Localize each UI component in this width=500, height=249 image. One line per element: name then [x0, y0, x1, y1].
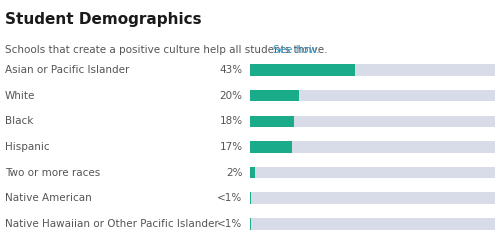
- Text: 2%: 2%: [226, 168, 242, 178]
- Bar: [250, 192, 495, 204]
- Text: 17%: 17%: [220, 142, 242, 152]
- Text: White: White: [5, 91, 36, 101]
- Text: Schools that create a positive culture help all students thrive.: Schools that create a positive culture h…: [5, 45, 328, 55]
- Bar: [250, 218, 495, 230]
- Text: <1%: <1%: [217, 193, 242, 203]
- Bar: [250, 90, 495, 101]
- Bar: [250, 192, 251, 204]
- Bar: [250, 116, 294, 127]
- Text: Student Demographics: Student Demographics: [5, 12, 202, 27]
- Bar: [250, 218, 251, 230]
- Bar: [250, 64, 356, 76]
- Text: See how.: See how.: [273, 45, 320, 55]
- Bar: [250, 90, 299, 101]
- Bar: [250, 116, 495, 127]
- Text: Hispanic: Hispanic: [5, 142, 50, 152]
- Text: Native Hawaiian or Other Pacific Islander: Native Hawaiian or Other Pacific Islande…: [5, 219, 219, 229]
- Text: 20%: 20%: [220, 91, 242, 101]
- Text: Black: Black: [5, 116, 34, 126]
- Text: 43%: 43%: [220, 65, 242, 75]
- Text: Two or more races: Two or more races: [5, 168, 100, 178]
- Bar: [250, 141, 292, 153]
- Text: <1%: <1%: [217, 219, 242, 229]
- Text: 18%: 18%: [220, 116, 242, 126]
- Bar: [250, 167, 495, 178]
- Bar: [250, 141, 495, 153]
- Text: Asian or Pacific Islander: Asian or Pacific Islander: [5, 65, 130, 75]
- Bar: [250, 64, 495, 76]
- Bar: [250, 167, 255, 178]
- Text: Native American: Native American: [5, 193, 92, 203]
